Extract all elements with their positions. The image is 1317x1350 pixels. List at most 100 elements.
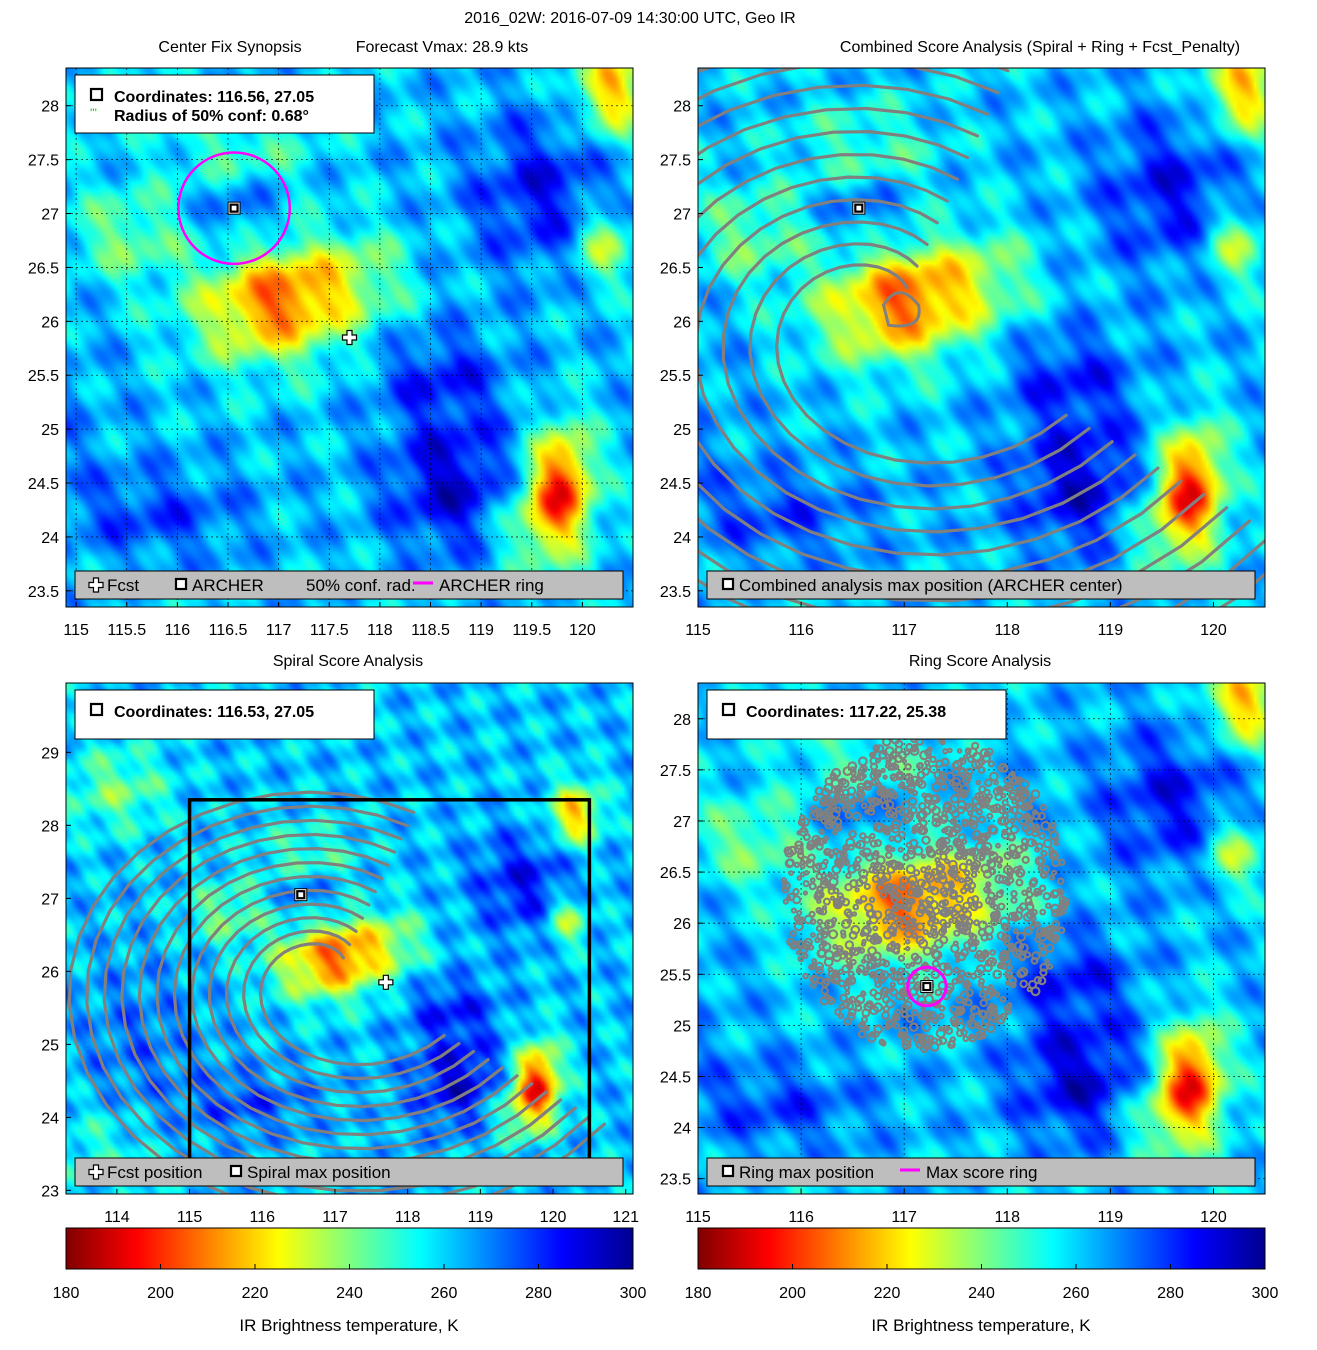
spiral-contour [698,106,1229,607]
ring-score-contour [1006,1002,1013,1009]
ring-score-contour [797,955,805,963]
ring-score-contour [875,822,886,833]
ring-score-contour [811,958,818,964]
ring-score-contour [965,858,973,866]
ring-score-contour [878,751,888,760]
ring-score-contour [796,909,803,917]
ring-score-contour [868,896,876,904]
ring-score-contour [837,1012,845,1020]
ring-score-contour [1030,789,1041,800]
ring-score-contour [845,957,852,964]
ring-score-contour [897,954,906,962]
y-tick-label: 26 [41,964,59,981]
ring-score-contour [938,935,949,945]
ring-score-contour [869,756,879,766]
ring-score-contour [863,780,872,789]
ring-score-contour [862,925,872,935]
ring-score-contour [818,828,825,835]
ring-score-contour [978,952,986,960]
ring-score-contour [1002,784,1010,792]
ring-score-contour [827,882,833,889]
ring-score-contour [995,786,1004,795]
ring-score-contour [800,822,807,828]
legend-label: 50% conf. rad. [306,576,416,595]
y-tick-label: 23.5 [660,584,691,601]
ring-score-contour [843,857,850,864]
ring-score-contour [915,908,925,918]
ring-score-contour [855,946,863,953]
ring-score-contour [873,797,882,806]
ring-score-contour [963,980,971,988]
ring-score-contour [856,775,862,781]
ring-score-contour [828,929,839,940]
ring-score-contour [834,1008,842,1016]
ring-score-contour [859,895,868,903]
info-marker-icon [89,702,104,717]
ring-score-contour [885,809,894,819]
ring-score-contour [808,882,817,891]
ring-score-contour [977,815,986,824]
ring-score-contour [989,949,996,956]
ring-score-contour [997,863,1003,869]
ring-score-contour [943,801,952,810]
ring-score-contour [942,880,953,892]
ring-score-contour [802,890,809,896]
y-tick-label: 25 [673,422,691,439]
ring-score-contour [956,805,966,815]
ring-score-contour [1017,864,1023,871]
colorbar-tick-label: 200 [147,1285,174,1302]
ring-score-contour [816,948,827,959]
ring-score-contour [911,972,919,980]
plot-frame [697,682,1266,1195]
y-tick-label: 25 [41,422,59,439]
ring-score-contour [915,922,925,932]
ring-score-contour [812,795,819,802]
ring-score-contour [952,818,958,824]
ring-score-contour [1044,902,1052,909]
ring-score-contour [1044,958,1050,964]
ring-score-contour [884,746,895,757]
ring-score-contour [989,771,999,782]
ring-score-contour [1024,896,1033,905]
ring-score-contour [907,796,918,807]
ring-score-contour [958,877,965,884]
ring-score-contour [880,767,886,774]
ring-score-contour [972,835,978,841]
ring-score-contour [985,896,994,905]
ring-score-contour [955,894,964,904]
ring-score-contour [1058,858,1066,867]
plot-area: Combined analysis max position (ARCHER c… [660,67,1266,639]
ring-score-contour [1037,976,1047,986]
ring-score-contour [879,970,890,980]
ring-score-contour [922,928,929,936]
ring-score-contour [1004,1007,1012,1015]
ring-score-contour [889,773,899,782]
ring-score-contour [859,1020,866,1027]
ring-score-contour [890,894,900,904]
colorbar-tick-label: 220 [242,1285,269,1302]
ring-score-contour [969,1014,975,1020]
ring-score-contour [993,991,1001,998]
ring-score-contour [930,886,940,896]
ring-score-contour [860,802,868,810]
ring-score-contour [971,859,982,869]
ring-score-contour [942,966,953,977]
y-tick-label: 28 [41,818,59,835]
ring-score-contour [869,936,878,944]
archer-ring [177,151,292,266]
ring-score-contour [843,908,853,917]
plot-area: Coordinates: 116.53, 27.05 Fcst position S… [41,682,639,1226]
ring-score-contour [1016,871,1024,879]
ring-score-contour [1007,872,1014,879]
ring-score-contour [930,868,939,876]
ring-score-contour [808,910,816,918]
ring-score-contour [956,974,965,983]
ring-score-contour [838,1003,846,1010]
y-tick-label: 23 [41,1183,59,1200]
ring-score-contour [844,811,853,820]
figure-suptitle: 2016_02W: 2016-07-09 14:30:00 UTC, Geo I… [464,10,795,27]
x-tick-label: 119 [1098,622,1124,639]
y-tick-label: 25.5 [660,967,691,984]
ring-score-contour [840,918,851,929]
ir-heatmap [66,683,633,1194]
